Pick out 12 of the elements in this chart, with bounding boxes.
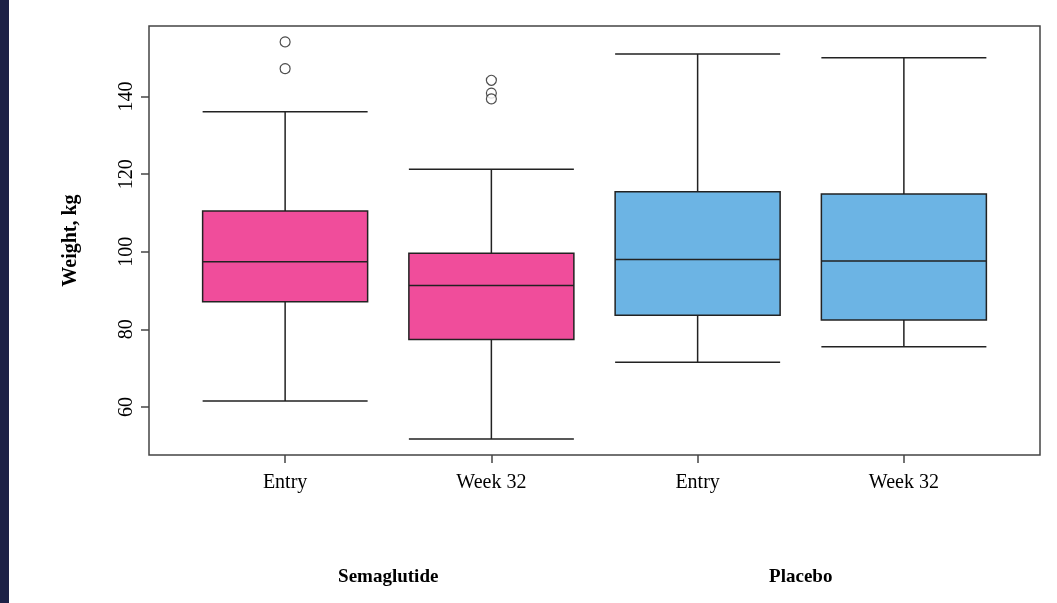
y-tick-label: 140: [114, 81, 136, 112]
x-tick-label: Week 32: [868, 470, 939, 492]
y-tick-label: 100: [114, 236, 136, 267]
x-tick-label: Week 32: [456, 470, 527, 492]
text: Semaglutide: [338, 564, 439, 586]
x-tick-label: Entry: [675, 470, 720, 493]
text: Placebo: [769, 564, 833, 586]
y-axis-title: Weight, kg: [58, 194, 81, 287]
x-tick-label: Entry: [262, 470, 308, 493]
y-tick-label: 60: [114, 396, 136, 417]
y-tick-label: 120: [114, 159, 136, 190]
y-tick-label: 80: [114, 319, 136, 340]
